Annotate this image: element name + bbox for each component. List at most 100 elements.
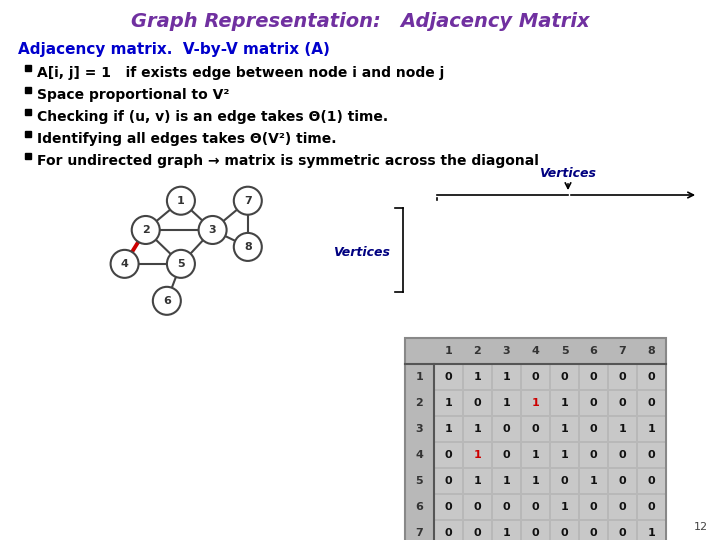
Bar [493,469,520,493]
Bar [493,443,520,467]
Text: 3: 3 [415,424,423,434]
Bar [609,495,636,519]
Circle shape [111,250,138,278]
Text: 1: 1 [647,424,655,434]
Text: 0: 0 [648,476,655,486]
Bar [638,443,665,467]
Bar [25,131,31,137]
Bar [493,417,520,441]
Text: 1: 1 [415,372,423,382]
Bar [435,495,462,519]
Text: 2: 2 [474,346,482,356]
Bar [435,443,462,467]
Text: 5: 5 [561,346,568,356]
Text: 1: 1 [561,424,568,434]
Text: 7: 7 [415,528,423,538]
Text: 1: 1 [474,476,482,486]
Bar [638,417,665,441]
Bar [638,391,665,415]
Bar [464,391,491,415]
Text: 0: 0 [445,372,452,382]
Text: 1: 1 [503,476,510,486]
Text: 4: 4 [415,450,423,460]
Bar [638,495,665,519]
Text: 0: 0 [474,502,481,512]
Text: 1: 1 [474,424,482,434]
Bar [522,391,549,415]
Text: Adjacency matrix.  V-by-V matrix (A): Adjacency matrix. V-by-V matrix (A) [18,42,330,57]
Text: 6: 6 [590,346,598,356]
Text: 0: 0 [590,450,598,460]
Text: 0: 0 [561,528,568,538]
Text: 0: 0 [561,476,568,486]
Bar [609,391,636,415]
Text: 0: 0 [590,398,598,408]
Text: 0: 0 [474,398,481,408]
Text: 0: 0 [561,372,568,382]
Text: 0: 0 [590,528,598,538]
Text: 0: 0 [648,450,655,460]
Text: 0: 0 [503,502,510,512]
Circle shape [167,250,195,278]
Text: 8: 8 [244,242,252,252]
Text: 7: 7 [244,195,252,206]
Bar [638,365,665,389]
Text: 0: 0 [445,502,452,512]
Text: 0: 0 [445,450,452,460]
Bar [522,417,549,441]
Text: 1: 1 [474,372,482,382]
Bar [580,521,607,540]
Text: 0: 0 [618,502,626,512]
Text: Vertices: Vertices [539,167,596,180]
Bar [638,469,665,493]
Bar [464,417,491,441]
Text: 0: 0 [618,398,626,408]
Text: 0: 0 [445,528,452,538]
Bar [580,443,607,467]
Text: 1: 1 [531,476,539,486]
Circle shape [199,216,227,244]
Text: 0: 0 [503,450,510,460]
Text: 5: 5 [177,259,185,269]
Text: 1: 1 [531,450,539,460]
Text: 0: 0 [618,476,626,486]
Bar [493,391,520,415]
Text: 1: 1 [474,450,482,460]
Bar [580,365,607,389]
Bar [464,365,491,389]
Text: 6: 6 [163,296,171,306]
Text: 4: 4 [121,259,129,269]
Bar [464,521,491,540]
Bar [609,365,636,389]
Text: Vertices: Vertices [333,246,390,259]
Bar [551,391,578,415]
Text: 1: 1 [618,424,626,434]
Bar [609,417,636,441]
Bar [609,443,636,467]
Text: 0: 0 [474,528,481,538]
Text: 0: 0 [590,502,598,512]
Bar [551,443,578,467]
Text: For undirected graph → matrix is symmetric across the diagonal: For undirected graph → matrix is symmetr… [37,154,539,168]
Bar [493,365,520,389]
Text: 1: 1 [503,398,510,408]
Bar [493,521,520,540]
Bar [25,65,31,71]
Text: 2: 2 [415,398,423,408]
Text: 6: 6 [415,502,423,512]
Text: 0: 0 [590,424,598,434]
Text: 1: 1 [590,476,598,486]
Text: 0: 0 [445,476,452,486]
Text: 1: 1 [561,450,568,460]
Text: Space proportional to V²: Space proportional to V² [37,88,230,102]
Text: 1: 1 [177,195,185,206]
Text: 1: 1 [445,424,452,434]
Bar [522,443,549,467]
Bar [580,495,607,519]
Text: 1: 1 [445,398,452,408]
Bar [522,365,549,389]
Bar [609,469,636,493]
Text: 1: 1 [561,398,568,408]
Bar [551,365,578,389]
Bar [493,495,520,519]
